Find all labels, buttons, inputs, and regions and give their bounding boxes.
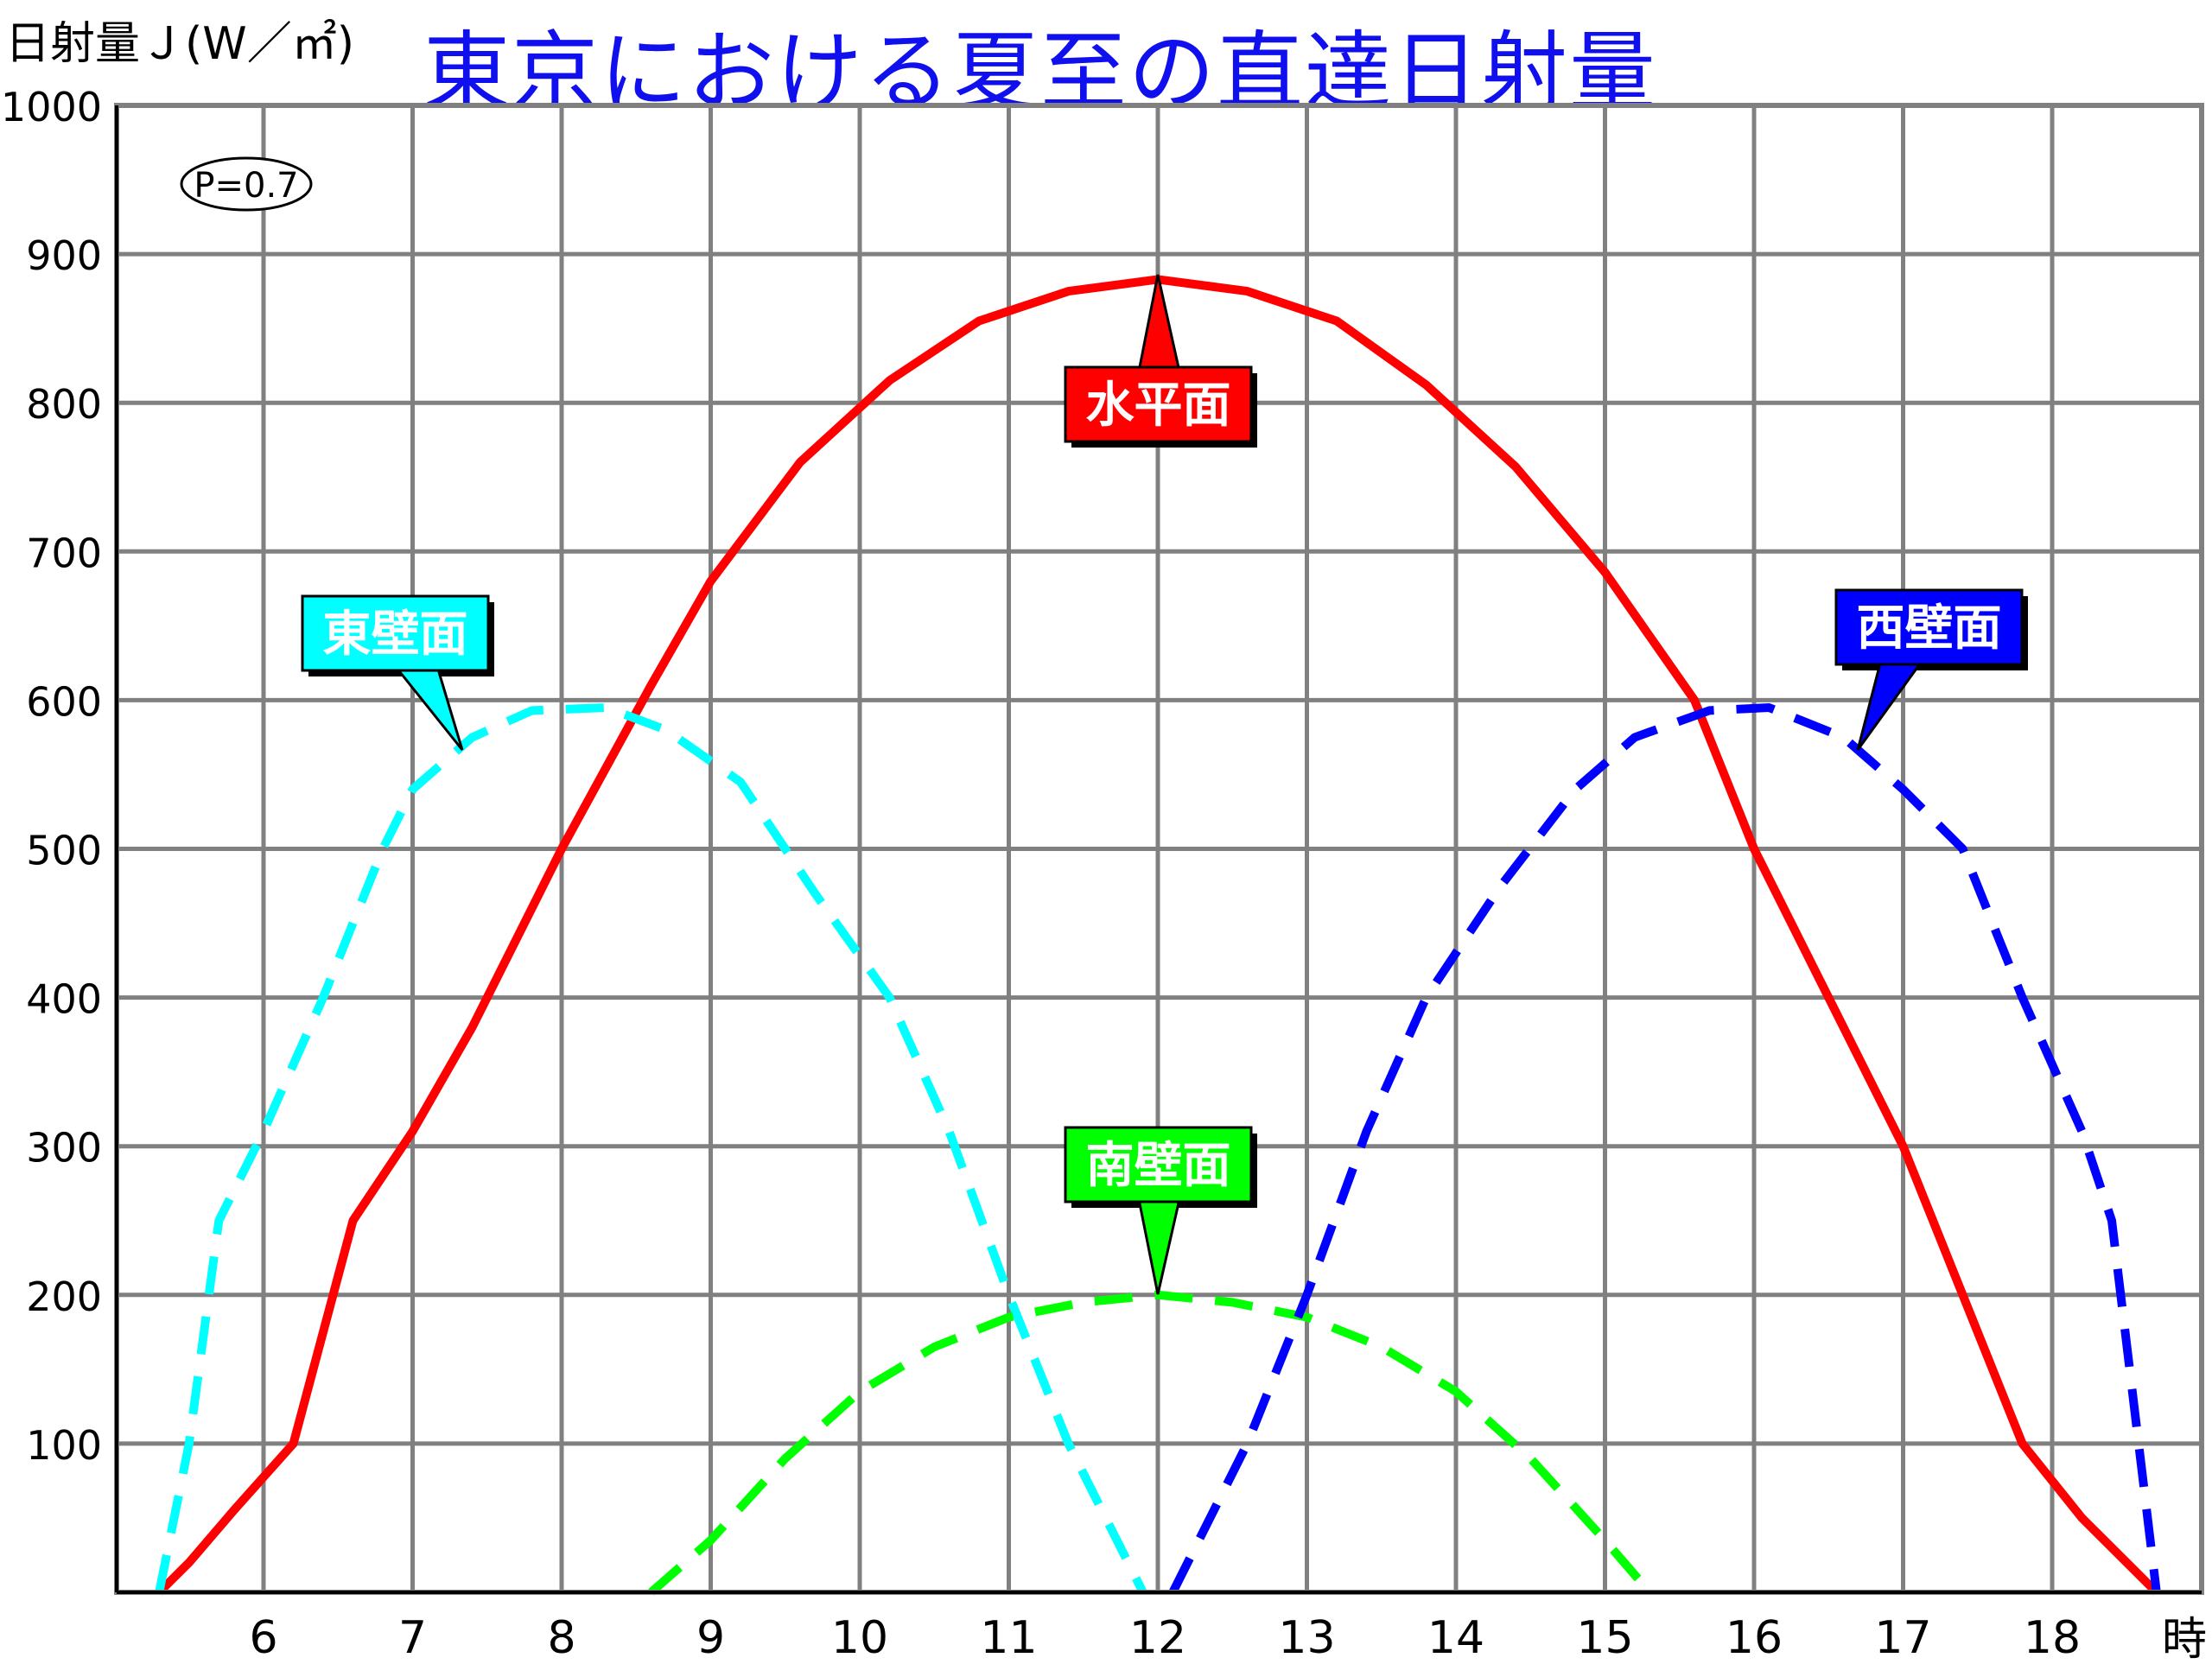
x-tick-label: 10 bbox=[831, 1612, 888, 1664]
x-tick-label: 13 bbox=[1278, 1612, 1335, 1664]
callout-水平面: 水平面 bbox=[1064, 274, 1257, 448]
callout-box bbox=[1064, 365, 1253, 443]
annotation-text: P=0.7 bbox=[194, 166, 298, 206]
x-tick-label: 17 bbox=[1874, 1612, 1931, 1664]
axes: 100 200 300 400 500 600 700 800 900 1000 6 7 8 9 10 11 1… bbox=[1, 84, 2207, 1664]
x-tick-label: 12 bbox=[1129, 1612, 1186, 1664]
callout-西壁面: 西壁面 bbox=[1834, 588, 2028, 751]
callout-box bbox=[1064, 1126, 1253, 1204]
callout-label: 南壁面 bbox=[1086, 1138, 1231, 1194]
x-axis-title: 時 bbox=[2162, 1614, 2207, 1664]
x-tick-label: 18 bbox=[2024, 1612, 2081, 1664]
y-tick-label: 1000 bbox=[1, 84, 102, 130]
y-tick-label: 900 bbox=[26, 232, 102, 279]
series-line-東壁面 bbox=[155, 703, 1147, 1595]
series-line-南壁面 bbox=[648, 1290, 1654, 1596]
callout-東壁面: 東壁面 bbox=[301, 594, 494, 751]
x-tick-label: 11 bbox=[980, 1612, 1037, 1664]
y-tick-label: 100 bbox=[26, 1422, 102, 1469]
callout-label: 水平面 bbox=[1086, 378, 1231, 434]
callout-label: 西壁面 bbox=[1857, 600, 2002, 657]
y-tick-label: 700 bbox=[26, 530, 102, 576]
y-tick-label: 300 bbox=[26, 1125, 102, 1172]
x-tick-label: 14 bbox=[1427, 1612, 1484, 1664]
x-tick-label: 16 bbox=[1726, 1612, 1783, 1664]
y-tick-label: 400 bbox=[26, 976, 102, 1023]
x-tick-label: 15 bbox=[1576, 1612, 1633, 1664]
series-line-西壁面 bbox=[1168, 703, 2161, 1595]
y-tick-label: 500 bbox=[26, 828, 102, 874]
callout-label: 東壁面 bbox=[323, 607, 468, 663]
x-tick-label: 9 bbox=[696, 1612, 725, 1664]
annotation-ellipse bbox=[180, 156, 313, 212]
x-tick-label: 6 bbox=[249, 1612, 277, 1664]
callout-box bbox=[1834, 588, 2024, 666]
y-tick-label: 800 bbox=[26, 381, 102, 428]
x-tick-label: 8 bbox=[547, 1612, 575, 1664]
x-tick-label: 7 bbox=[398, 1612, 427, 1664]
y-tick-label: 200 bbox=[26, 1273, 102, 1320]
y-tick-label: 600 bbox=[26, 678, 102, 725]
callout-box bbox=[301, 594, 490, 672]
grid bbox=[117, 103, 2202, 1592]
y-axis-title: 日射量Ｊ(W／㎡) bbox=[5, 18, 354, 70]
callout-南壁面: 南壁面 bbox=[1064, 1126, 1257, 1295]
